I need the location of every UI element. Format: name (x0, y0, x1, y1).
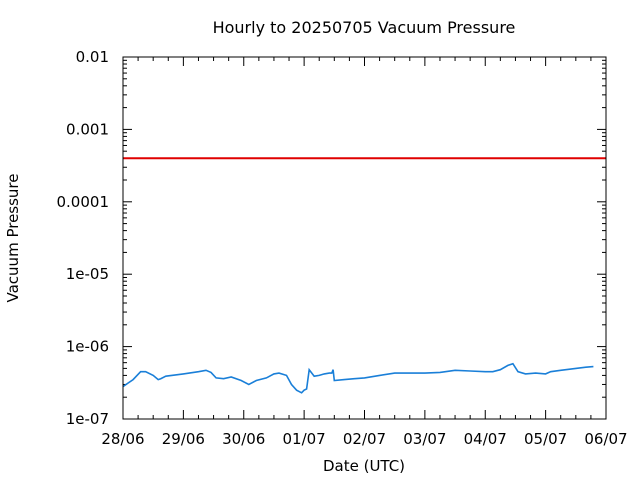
x-tick-label: 05/07 (524, 430, 567, 448)
axis-ticks (122, 56, 607, 420)
y-tick-label: 1e-05 (66, 265, 109, 283)
y-tick-label: 0.01 (76, 48, 109, 66)
tick-labels: 1e-07 1e-06 1e-05 0.0001 0.001 0.01 28/06 29/06… (57, 48, 628, 448)
x-axis-label: Date (UTC) (323, 457, 405, 475)
y-tick-label: 1e-06 (66, 338, 109, 356)
y-tick-label: 0.001 (66, 120, 109, 138)
x-tick-label: 28/06 (101, 430, 144, 448)
plot-frame (122, 56, 607, 420)
x-tick-label: 29/06 (162, 430, 205, 448)
x-tick-label: 01/07 (283, 430, 326, 448)
x-tick-label: 30/06 (222, 430, 265, 448)
x-tick-label: 03/07 (403, 430, 446, 448)
x-tick-label: 02/07 (343, 430, 386, 448)
chart-title: Hourly to 20250705 Vacuum Pressure (213, 18, 516, 37)
x-tick-label: 04/07 (464, 430, 507, 448)
y-axis-label: Vacuum Pressure (4, 174, 22, 303)
x-tick-label: 06/07 (584, 430, 627, 448)
y-tick-label: 1e-07 (66, 410, 109, 428)
series-line (122, 362, 594, 394)
y-tick-label: 0.0001 (57, 193, 110, 211)
